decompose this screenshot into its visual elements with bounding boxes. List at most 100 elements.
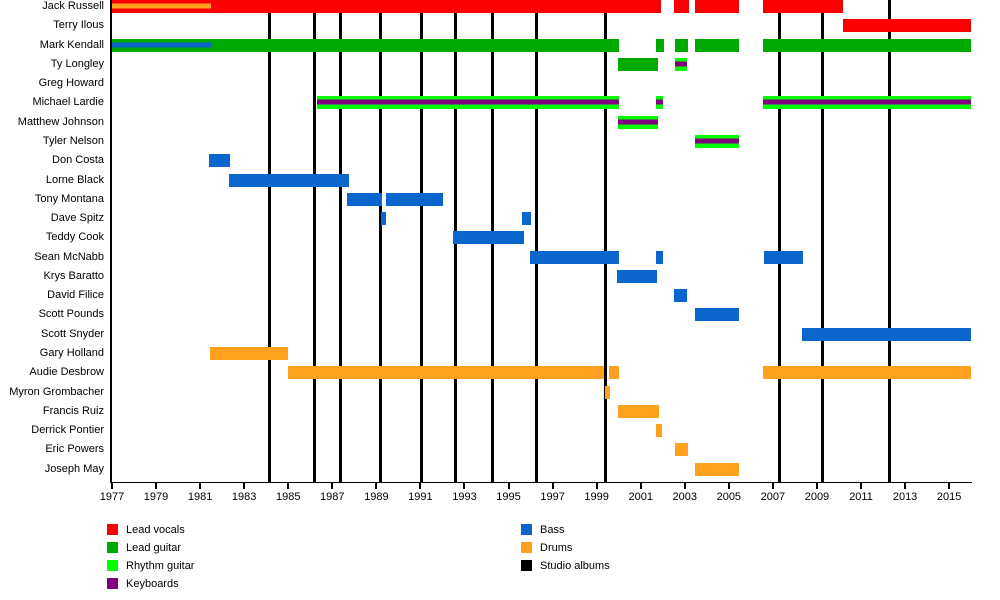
axis-year-label: 1999 [584, 491, 609, 503]
axis-year-label: 1995 [496, 491, 521, 503]
member-label: Derrick Pontier [31, 424, 104, 437]
member-label: Jack Russell [42, 0, 104, 12]
member-labels-column: Jack Russell Terry Ilous Mark Kendall Ty Lo… [0, 0, 108, 482]
axis-tick [331, 483, 334, 489]
member-bar [112, 0, 211, 13]
axis-tick [199, 483, 202, 489]
axis-tick [111, 483, 113, 489]
studio-album-line [778, 0, 782, 482]
axis-year-label: 1991 [408, 491, 433, 503]
member-label: Krys Baratto [43, 269, 104, 282]
member-label: Dave Spitz [50, 212, 104, 225]
plot-area [110, 0, 972, 483]
member-bar [208, 154, 231, 168]
legend-swatch [521, 524, 532, 535]
member-bar [288, 366, 604, 380]
legend-label: Lead vocals [126, 524, 185, 536]
member-label: Ty Longley [50, 57, 104, 70]
axis-tick [815, 483, 818, 489]
legend-swatch [107, 524, 118, 535]
member-label: Lorne Black [45, 173, 104, 186]
member-label: David Filice [47, 289, 104, 302]
member-bar [694, 308, 739, 322]
member-label: Mark Kendall [39, 38, 104, 51]
legend-swatch [107, 542, 118, 553]
member-bar [801, 327, 972, 341]
legend-swatch [107, 578, 118, 589]
member-bar [210, 38, 619, 52]
studio-album-line [268, 0, 272, 482]
axis-tick [507, 483, 510, 489]
x-axis: 1977 1979 1981 1983 1985 1987 1989 1991 1993 1995… [100, 483, 972, 509]
member-label: Greg Howard [38, 77, 104, 90]
member-bar [228, 173, 350, 187]
member-bar [762, 0, 843, 13]
member-label: Scott Pounds [38, 308, 104, 321]
axis-year-label: 2003 [672, 491, 697, 503]
member-bar [674, 38, 688, 52]
studio-album-line [379, 0, 383, 482]
axis-tick [639, 483, 642, 489]
member-bar [210, 347, 289, 361]
axis-year-label: 1977 [99, 491, 125, 503]
member-bar [694, 462, 739, 476]
axis-year-label: 1983 [231, 491, 257, 503]
axis-year-label: 2001 [628, 491, 653, 503]
member-bar [842, 19, 972, 33]
axis-tick [904, 483, 907, 489]
legend-label: Bass [540, 524, 565, 536]
studio-album-line [604, 0, 608, 482]
studio-album-line [420, 0, 424, 482]
studio-album-line [339, 0, 343, 482]
member-bar [655, 38, 664, 52]
member-label: Joseph May [44, 462, 104, 475]
legend: Lead vocals Lead guitar Rhythm guitar Keybo… [0, 515, 1000, 600]
legend-label: Rhythm guitar [126, 560, 195, 572]
member-label: Scott Snyder [41, 327, 104, 340]
axis-year-label: 1997 [540, 491, 565, 503]
studio-album-line [888, 0, 892, 482]
member-bar [694, 134, 739, 148]
member-label: Matthew Johnson [17, 115, 104, 128]
studio-album-line [820, 0, 824, 482]
member-bar [673, 0, 689, 13]
legend-label: Lead guitar [126, 542, 182, 554]
axis-year-label: 2015 [936, 491, 962, 503]
legend-swatch [521, 542, 532, 553]
member-label: Teddy Cook [45, 231, 104, 244]
member-bar [762, 96, 972, 110]
axis-tick [727, 483, 730, 489]
axis-tick [375, 483, 378, 489]
legend-swatch [521, 560, 532, 571]
studio-album-line [313, 0, 317, 482]
axis-tick [948, 483, 951, 489]
member-label: Don Costa [52, 154, 104, 167]
member-bar [762, 38, 972, 52]
axis-year-label: 1981 [187, 491, 213, 503]
member-bar [655, 96, 663, 110]
member-bar [380, 212, 387, 226]
member-bar [618, 115, 658, 129]
member-label: Gary Holland [39, 347, 104, 360]
member-bar [605, 385, 610, 399]
member-bar [674, 443, 688, 457]
member-bar [316, 96, 619, 110]
member-bar [608, 366, 619, 380]
member-bar [694, 38, 739, 52]
member-bar [618, 404, 659, 418]
member-bar [618, 57, 658, 71]
axis-tick [595, 483, 598, 489]
axis-year-label: 1987 [320, 491, 345, 503]
member-bar [616, 269, 658, 283]
member-label: Tony Montana [34, 192, 104, 205]
axis-year-label: 1985 [275, 491, 301, 503]
axis-tick [551, 483, 554, 489]
axis-tick [287, 483, 290, 489]
axis-tick [419, 483, 422, 489]
axis-year-label: 2013 [892, 491, 918, 503]
axis-year-label: 2011 [849, 491, 873, 503]
member-bar [762, 366, 972, 380]
axis-year-label: 2007 [760, 491, 786, 503]
axis-year-label: 1979 [143, 491, 169, 503]
